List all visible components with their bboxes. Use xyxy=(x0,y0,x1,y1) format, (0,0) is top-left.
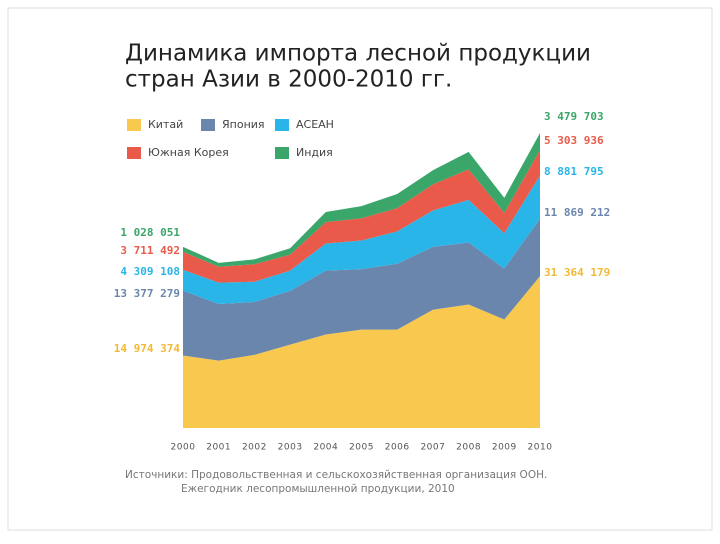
legend-label: Южная Корея xyxy=(148,146,229,159)
x-tick-label: 2003 xyxy=(278,443,303,453)
x-tick-label: 2008 xyxy=(456,443,481,453)
legend-swatch xyxy=(127,147,141,159)
legend-label: Индия xyxy=(296,146,333,159)
chart-title: стран Азии в 2000-2010 гг. xyxy=(125,67,452,93)
legend-label: Китай xyxy=(148,118,183,131)
value-label: 5 303 936 xyxy=(544,134,604,147)
area xyxy=(183,175,540,304)
source: Источники: Продовольственная и сельскохо… xyxy=(125,469,547,481)
x-tick-label: 2004 xyxy=(313,443,338,453)
x-tick-label: 2009 xyxy=(492,443,517,453)
value-label: 1 028 051 xyxy=(120,226,180,239)
x-tick-label: 2010 xyxy=(528,443,553,453)
x-tick-label: 2005 xyxy=(349,443,374,453)
x-tick-label: 2002 xyxy=(242,443,267,453)
value-label: 3 711 492 xyxy=(120,244,180,257)
value-label: 11 869 212 xyxy=(544,206,610,219)
area xyxy=(183,218,540,361)
x-tick-label: 2000 xyxy=(171,443,196,453)
x-tick-label: 2001 xyxy=(206,443,231,453)
value-label: 14 974 374 xyxy=(114,342,181,355)
legend-label: Япония xyxy=(222,118,265,131)
legend-swatch xyxy=(275,147,289,159)
area xyxy=(183,276,540,428)
legend-swatch xyxy=(127,119,141,131)
legend-swatch xyxy=(275,119,289,131)
value-label: 3 479 703 xyxy=(544,110,604,123)
value-label: 13 377 279 xyxy=(114,287,180,300)
legend-label: АСЕАН xyxy=(296,118,334,131)
x-tick-label: 2007 xyxy=(420,443,445,453)
area xyxy=(183,149,540,283)
x-tick-label: 2006 xyxy=(385,443,410,453)
legend-swatch xyxy=(201,119,215,131)
value-label: 31 364 179 xyxy=(544,266,610,279)
chart-title: Динамика импорта лесной продукции xyxy=(125,41,591,67)
source: Ежегодник лесопромышленной продукции, 20… xyxy=(181,483,455,495)
value-label: 8 881 795 xyxy=(544,165,604,178)
value-label: 4 309 108 xyxy=(120,265,180,278)
area xyxy=(183,133,540,267)
